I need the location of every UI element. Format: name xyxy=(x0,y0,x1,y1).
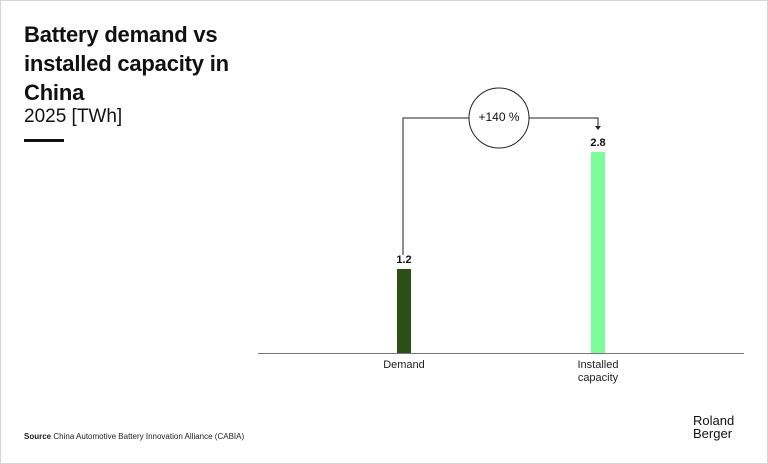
roland-berger-logo: Roland Berger xyxy=(693,414,734,440)
chart-title: Battery demand vs installed capacity in … xyxy=(24,22,229,105)
growth-annotation: +140 % xyxy=(478,110,520,124)
title-underline xyxy=(24,139,64,142)
bar-demand xyxy=(397,269,411,353)
x-axis xyxy=(258,353,744,354)
category-installed-capacity: Installed capacity xyxy=(548,359,648,385)
source-text: China Automotive Battery Innovation Alli… xyxy=(53,432,245,441)
logo-line2: Berger xyxy=(693,426,733,441)
installed-value: 2.8 xyxy=(590,137,606,149)
category-line2: capacity xyxy=(577,372,619,384)
source-label: Source xyxy=(24,432,52,441)
source-note: Source China Automotive Battery Innovati… xyxy=(24,432,244,441)
logo-line1: Roland xyxy=(693,413,735,428)
chart-subtitle: 2025 [TWh] xyxy=(24,106,123,127)
bar-installed-capacity xyxy=(591,152,605,353)
category-demand: Demand xyxy=(383,359,425,371)
demand-value: 1.2 xyxy=(396,254,412,266)
category-line1: Installed xyxy=(577,359,619,371)
